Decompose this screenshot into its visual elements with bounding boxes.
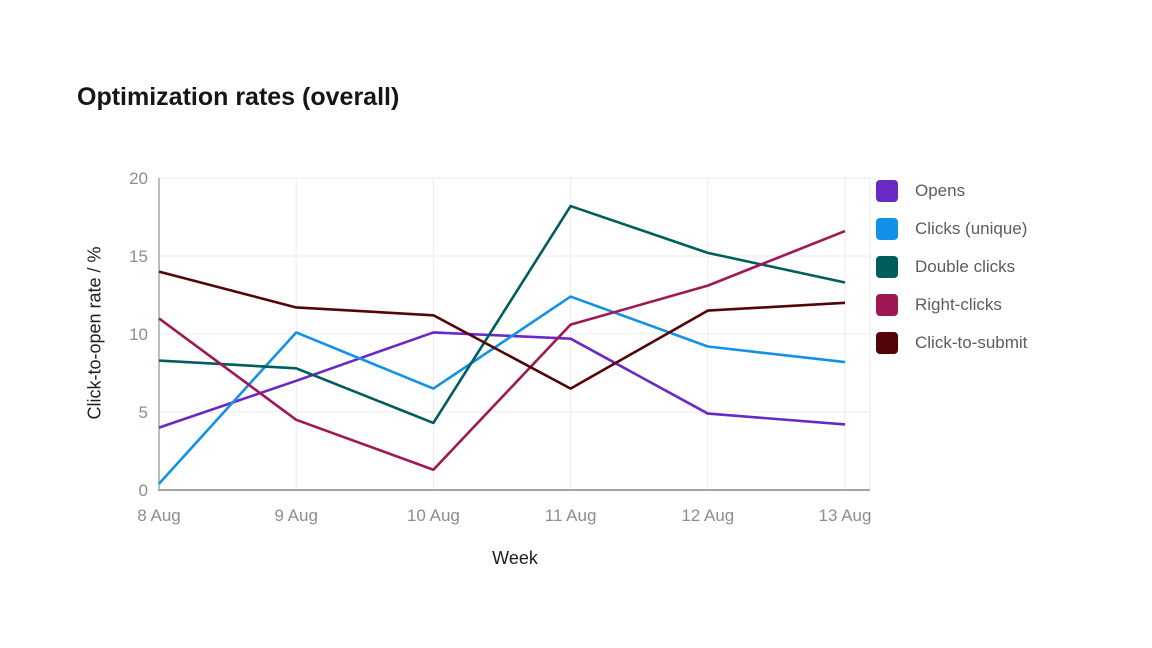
legend-swatch-double-clicks bbox=[876, 256, 898, 278]
y-tick-label: 15 bbox=[129, 247, 148, 266]
y-tick-label: 20 bbox=[129, 169, 148, 188]
legend-label: Click-to-submit bbox=[915, 333, 1028, 352]
y-tick-label: 5 bbox=[139, 403, 148, 422]
x-tick-label: 13 Aug bbox=[819, 506, 872, 525]
legend-swatch-clicks-unique bbox=[876, 218, 898, 240]
legend-item-right-clicks[interactable]: Right-clicks bbox=[876, 294, 1027, 316]
x-tick-label: 9 Aug bbox=[274, 506, 318, 525]
legend-item-double-clicks[interactable]: Double clicks bbox=[876, 256, 1027, 278]
series-line-click-to-submit bbox=[158, 270, 846, 390]
y-tick-label: 0 bbox=[139, 481, 148, 500]
legend-item-clicks-unique[interactable]: Clicks (unique) bbox=[876, 218, 1027, 240]
legend-label: Opens bbox=[915, 181, 966, 200]
legend-item-opens[interactable]: Opens bbox=[876, 180, 1027, 202]
x-tick-label: 8 Aug bbox=[137, 506, 181, 525]
series-line-opens bbox=[158, 331, 846, 429]
chart-legend: Opens Clicks (unique) Double clicks Right-c… bbox=[876, 180, 1027, 370]
legend-label: Right-clicks bbox=[915, 295, 1002, 314]
y-axis-title: Click-to-open rate / % bbox=[84, 246, 105, 420]
legend-label: Clicks (unique) bbox=[915, 219, 1028, 238]
chart-title: Optimization rates (overall) bbox=[77, 83, 400, 111]
legend-item-click-to-submit[interactable]: Click-to-submit bbox=[876, 332, 1027, 354]
x-tick-label: 10 Aug bbox=[407, 506, 460, 525]
series-line-clicks-unique bbox=[158, 295, 846, 485]
legend-label: Double clicks bbox=[915, 257, 1016, 276]
x-tick-label: 12 Aug bbox=[681, 506, 734, 525]
legend-swatch-click-to-submit bbox=[876, 332, 898, 354]
y-tick-label: 10 bbox=[129, 325, 148, 344]
series-line-right-clicks bbox=[158, 229, 846, 472]
series-line-double-clicks bbox=[158, 204, 846, 425]
x-tick-label: 11 Aug bbox=[545, 506, 597, 525]
legend-swatch-right-clicks bbox=[876, 294, 898, 316]
x-axis-title: Week bbox=[492, 548, 538, 568]
legend-swatch-opens bbox=[876, 180, 898, 202]
